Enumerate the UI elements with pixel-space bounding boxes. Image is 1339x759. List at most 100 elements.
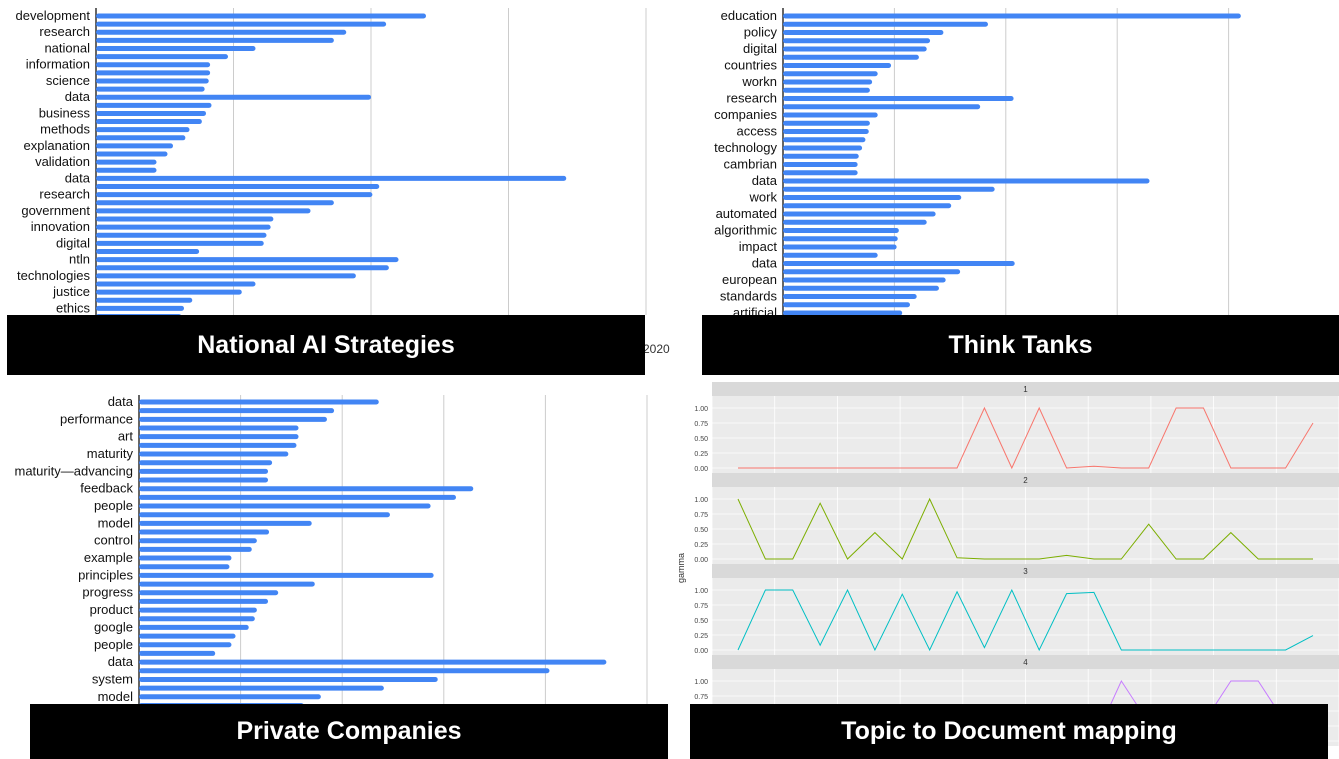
bar [139,572,434,578]
bar [783,79,873,85]
bar [783,211,936,217]
bar [96,102,212,108]
bar [139,616,255,622]
bar [96,216,274,222]
bar [96,70,211,76]
series-line [738,406,1314,470]
category-label: access [737,124,778,139]
bar [96,240,264,246]
bar [96,135,186,141]
category-label: technology [714,140,777,155]
facet-label: 4 [1023,658,1028,667]
bar [96,29,347,35]
category-label: validation [35,154,90,169]
facet-strip [712,655,1339,669]
series-line [737,588,1314,652]
y-tick-label: 0.25 [694,633,708,640]
bar [139,564,230,570]
bar [783,203,952,209]
category-label: performance [60,411,133,426]
y-tick-label: 0.50 [694,618,708,625]
bar [783,261,1015,266]
y-tick-label: 0.25 [694,542,708,549]
y-tick-label: 0.50 [694,436,708,443]
category-label: science [46,73,90,88]
category-label: research [726,91,777,106]
bar [783,236,898,242]
category-label: ntln [69,252,90,267]
category-label: product [90,602,134,617]
bar [139,555,232,561]
category-label: digital [743,41,777,56]
bar [96,273,356,279]
bar [139,520,312,526]
bar [96,208,311,214]
category-label: automated [716,206,777,221]
category-label: data [65,89,91,104]
y-tick-label: 1.00 [694,588,708,595]
y-tick-label: 1.00 [694,497,708,504]
bar [139,442,297,448]
bar [96,224,271,230]
y-tick-label: 0.75 [694,603,708,610]
category-label: maturity [87,446,134,461]
bar [139,460,273,466]
category-label: work [749,190,778,205]
category-label: digital [56,235,90,250]
bar [96,232,267,238]
category-label: people [94,637,133,652]
bar-chart-private-companies: data performance art maturity maturity—advan… [15,394,648,708]
chart-national-ai-strategies: development research national information sc… [0,0,670,375]
category-label: data [108,394,134,409]
bar [139,408,335,414]
category-label: progress [82,585,133,600]
facet-strip [712,473,1339,487]
category-label: companies [714,107,777,122]
category-label: control [94,533,133,548]
bar [783,87,870,93]
category-label: government [21,203,90,218]
category-label: system [92,671,133,686]
bar [139,425,299,431]
bar [96,175,567,181]
category-label: model [98,689,134,704]
bar [96,94,371,100]
bar [783,137,866,143]
bar [96,13,426,19]
bar [96,184,380,190]
bar [139,486,474,492]
bar [139,494,456,500]
bar [96,37,334,43]
y-tick-label: 0.00 [694,466,708,473]
y-axis-label: gamma [676,553,686,583]
bar [139,503,431,509]
y-tick-label: 0.25 [694,451,708,458]
y-tick-label: 0.00 [694,557,708,564]
bar [96,297,193,303]
category-label: algorithmic [714,223,777,238]
bar [783,13,1241,19]
category-label: national [44,40,90,55]
category-label: research [39,24,90,39]
category-label: data [65,170,91,185]
bar [783,71,878,77]
bar [139,624,249,630]
bar [139,598,269,604]
y-tick-label: 1.00 [694,679,708,686]
bar [139,546,252,552]
category-label: ethics [56,300,90,315]
bar [139,451,289,457]
bar [783,195,962,200]
bar [96,127,190,133]
stray-tick-label: 2020 [643,342,670,356]
bar [783,252,878,258]
chart-think-tanks: education policy digital countries workn rese… [700,0,1339,375]
bar [783,170,858,176]
line-chart-topic-document-mapping: gamma 1 0.00 0.25 0.50 0.75 1.00 2 0.00 0.25 0.50 0… [676,382,1339,746]
bar [96,143,173,149]
bar [783,285,939,291]
bar [783,129,869,134]
category-label: art [118,429,134,444]
bar [139,468,269,474]
y-tick-label: 0.50 [694,527,708,534]
